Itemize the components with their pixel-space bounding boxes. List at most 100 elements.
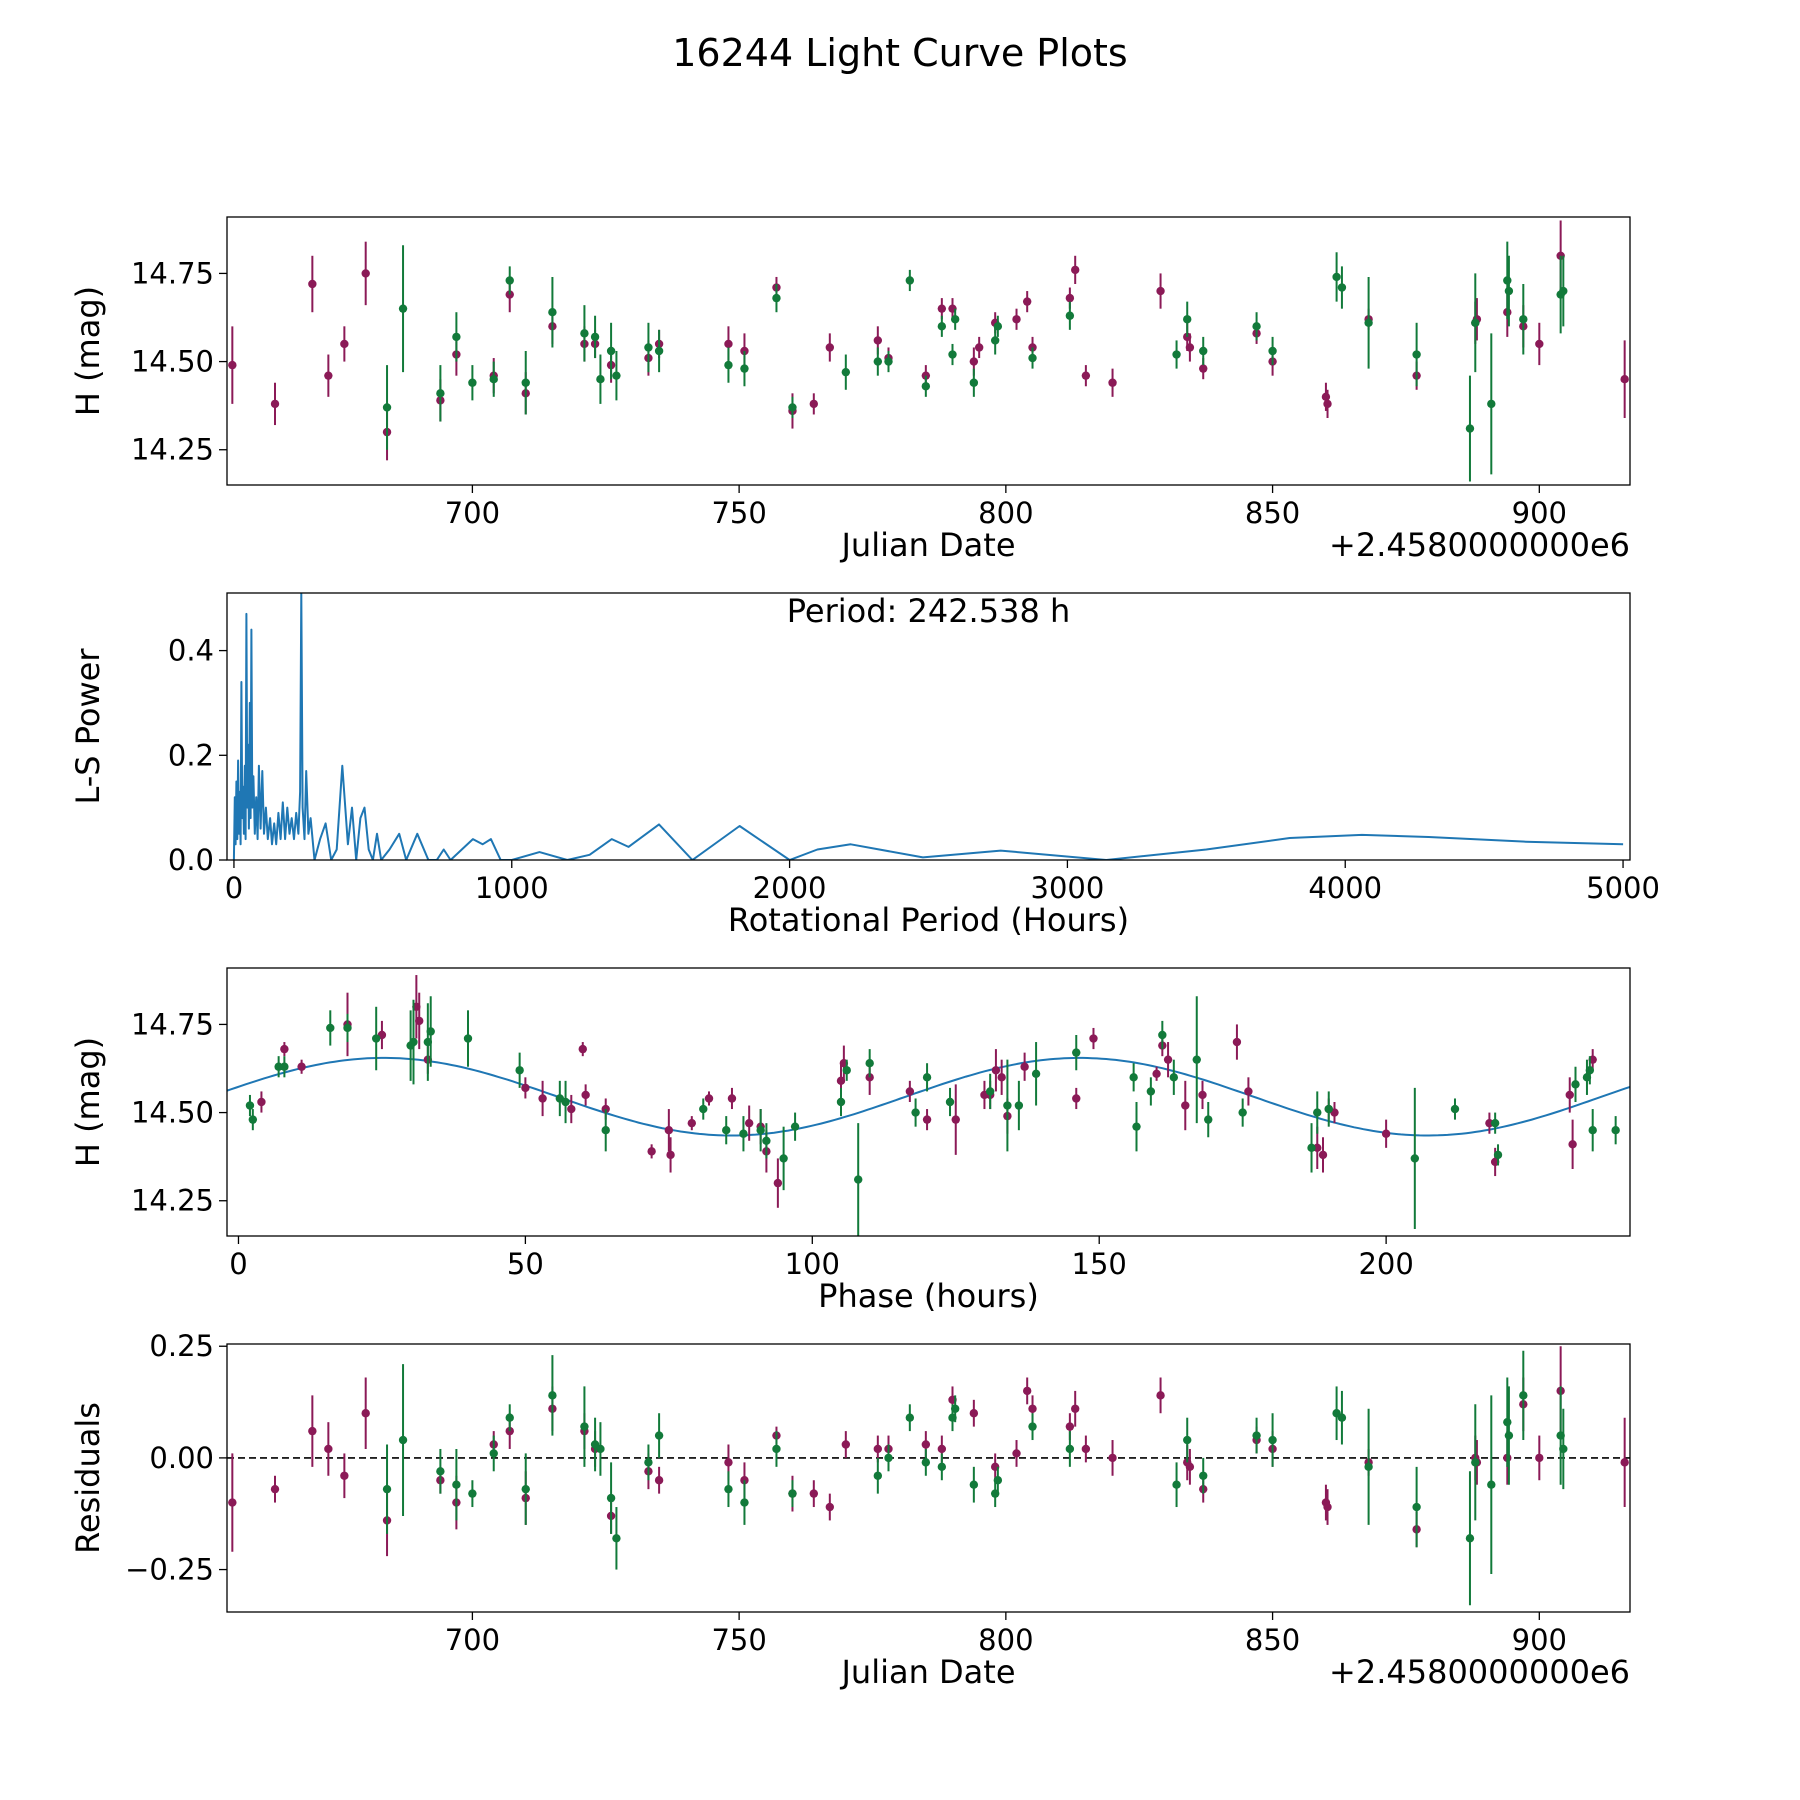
data-point [1535, 339, 1544, 349]
data-point [654, 1476, 664, 1485]
data-point [548, 1391, 557, 1400]
data-point [326, 1023, 335, 1033]
data-point [452, 1480, 461, 1489]
plot-area [227, 975, 1630, 1236]
data-point [788, 1489, 797, 1498]
panel-residuals: 700 750 800 850 900 −0.25 0.00 0.25 Julian Date R… [69, 1329, 1631, 1691]
x-tick-label: 2000 [753, 871, 827, 905]
data-point [772, 1444, 781, 1454]
data-point [228, 1498, 237, 1507]
data-point [1412, 1502, 1421, 1512]
panel-periodogram: Period: 242.538 h 0 1000 2000 3000 4000 5000 0.… [69, 592, 1660, 939]
y-tick-label: 0.0 [168, 843, 214, 877]
data-point [704, 1094, 714, 1103]
data-point [1183, 315, 1192, 324]
data-point [647, 1147, 656, 1156]
data-point [1412, 350, 1421, 359]
data-point [324, 371, 333, 380]
data-point [1535, 1453, 1544, 1463]
data-point [969, 1480, 979, 1489]
data-point [463, 1034, 473, 1043]
data-point [699, 1104, 708, 1114]
data-point [905, 1087, 915, 1096]
data-point [744, 1118, 754, 1128]
data-point [1571, 1080, 1580, 1089]
data-point [969, 378, 979, 387]
figure-title: 16244 Light Curve Plots [672, 31, 1127, 75]
data-point [1081, 371, 1091, 380]
data-point [724, 1458, 733, 1467]
data-point [772, 293, 781, 303]
data-point [1410, 1154, 1420, 1163]
data-point [644, 1458, 653, 1467]
data-point [884, 357, 893, 366]
x-tick-label: 750 [711, 496, 766, 530]
data-point [985, 1087, 995, 1096]
series-filter-b [245, 996, 1620, 1236]
x-tick-label: 3000 [1031, 871, 1105, 905]
data-point [974, 343, 984, 352]
x-axis-label: Rotational Period (Hours) [728, 901, 1129, 939]
y-tick-label: 0.25 [149, 1329, 214, 1363]
data-point [687, 1118, 696, 1128]
data-point [548, 308, 557, 317]
y-axis-label: Residuals [69, 1402, 107, 1554]
data-point [280, 1062, 289, 1071]
data-point [436, 1467, 445, 1476]
data-point [521, 1083, 530, 1093]
x-tick-label: 200 [1358, 1247, 1413, 1281]
x-tick-label: 900 [1512, 1623, 1567, 1657]
data-point [580, 329, 589, 338]
data-point [1504, 286, 1514, 296]
data-point [969, 357, 979, 366]
data-point [1503, 276, 1512, 285]
data-point [596, 375, 605, 384]
x-tick-label: 0 [229, 1247, 247, 1281]
data-point [1323, 1502, 1332, 1512]
data-point [1022, 297, 1032, 306]
data-point [1471, 1458, 1480, 1467]
y-tick-label: 14.75 [131, 256, 214, 290]
data-point [1072, 1094, 1081, 1103]
data-point [1313, 1143, 1322, 1153]
data-point [722, 1126, 731, 1135]
data-point [1081, 1444, 1091, 1454]
data-point [561, 1097, 570, 1107]
x-tick-label: 850 [1245, 496, 1300, 530]
data-point [1487, 1480, 1496, 1489]
data-point [1172, 350, 1181, 359]
data-point [398, 1435, 408, 1445]
data-point [739, 1129, 748, 1138]
data-point [1318, 1150, 1328, 1160]
data-point [1071, 265, 1080, 275]
data-point [468, 1489, 477, 1498]
data-point [825, 1502, 835, 1512]
data-point [773, 1178, 783, 1188]
data-point [505, 276, 514, 285]
x-tick-label: 800 [978, 1623, 1033, 1657]
data-point [505, 1426, 514, 1436]
data-point [873, 1444, 883, 1454]
data-point [415, 1016, 424, 1026]
data-point [1158, 1030, 1167, 1040]
x-tick-label: 800 [978, 496, 1033, 530]
data-point [1020, 1062, 1029, 1071]
data-point [1172, 1480, 1181, 1489]
data-point [937, 1444, 947, 1454]
data-point [1146, 1087, 1156, 1096]
data-point [841, 1440, 851, 1449]
data-point [601, 1126, 610, 1135]
data-point [1268, 1435, 1277, 1445]
data-point [654, 346, 664, 356]
data-point [937, 304, 947, 313]
y-axis-label: H (mag) [69, 1037, 107, 1167]
data-point [1337, 1413, 1347, 1422]
data-point [426, 1027, 435, 1036]
data-point [1585, 1066, 1595, 1075]
data-point [409, 1037, 418, 1047]
data-point [1559, 1444, 1568, 1454]
data-point [280, 1044, 289, 1054]
x-axis-label: Julian Date [839, 1653, 1015, 1691]
data-point [1156, 1391, 1165, 1400]
x-tick-label: 5000 [1586, 871, 1660, 905]
